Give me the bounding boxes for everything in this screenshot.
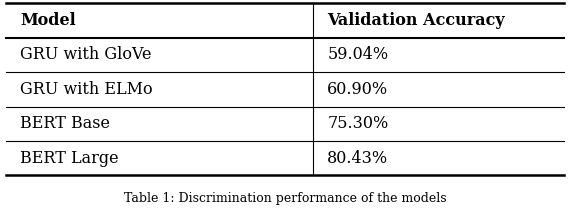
Text: 80.43%: 80.43% [327, 150, 388, 167]
Text: Validation Accuracy: Validation Accuracy [327, 12, 505, 29]
Text: GRU with ELMo: GRU with ELMo [20, 81, 153, 98]
Text: 59.04%: 59.04% [327, 46, 388, 63]
Text: 60.90%: 60.90% [327, 81, 388, 98]
Text: 75.30%: 75.30% [327, 115, 388, 132]
Text: GRU with GloVe: GRU with GloVe [20, 46, 152, 63]
Text: Table 1: Discrimination performance of the models: Table 1: Discrimination performance of t… [124, 192, 446, 205]
Text: BERT Base: BERT Base [20, 115, 110, 132]
Text: BERT Large: BERT Large [20, 150, 119, 167]
Text: Model: Model [20, 12, 76, 29]
